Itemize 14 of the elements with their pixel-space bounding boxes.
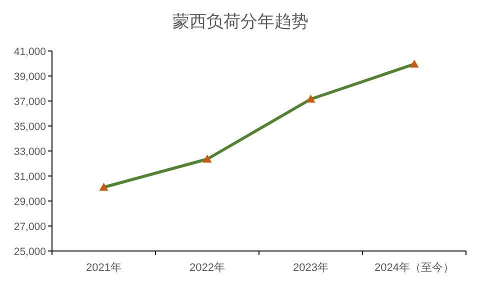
y-tick-label: 25,000 [14,246,46,258]
chart-title: 蒙西负荷分年趋势 [172,12,308,31]
y-tick-label: 41,000 [14,46,46,58]
y-tick-label: 31,000 [14,171,46,183]
y-tick-label: 29,000 [14,196,46,208]
x-tick-label: 2021年 [86,262,122,274]
y-tick-label: 35,000 [14,121,46,133]
y-tick-label: 27,000 [14,221,46,233]
x-tick-label: 2023年 [293,262,328,274]
y-tick-label: 37,000 [14,96,46,108]
x-tick-label: 2022年 [190,262,225,274]
y-tick-label: 39,000 [14,71,46,83]
y-tick-label: 33,000 [14,146,46,158]
x-tick-label: 2024年（至今） [374,262,454,274]
